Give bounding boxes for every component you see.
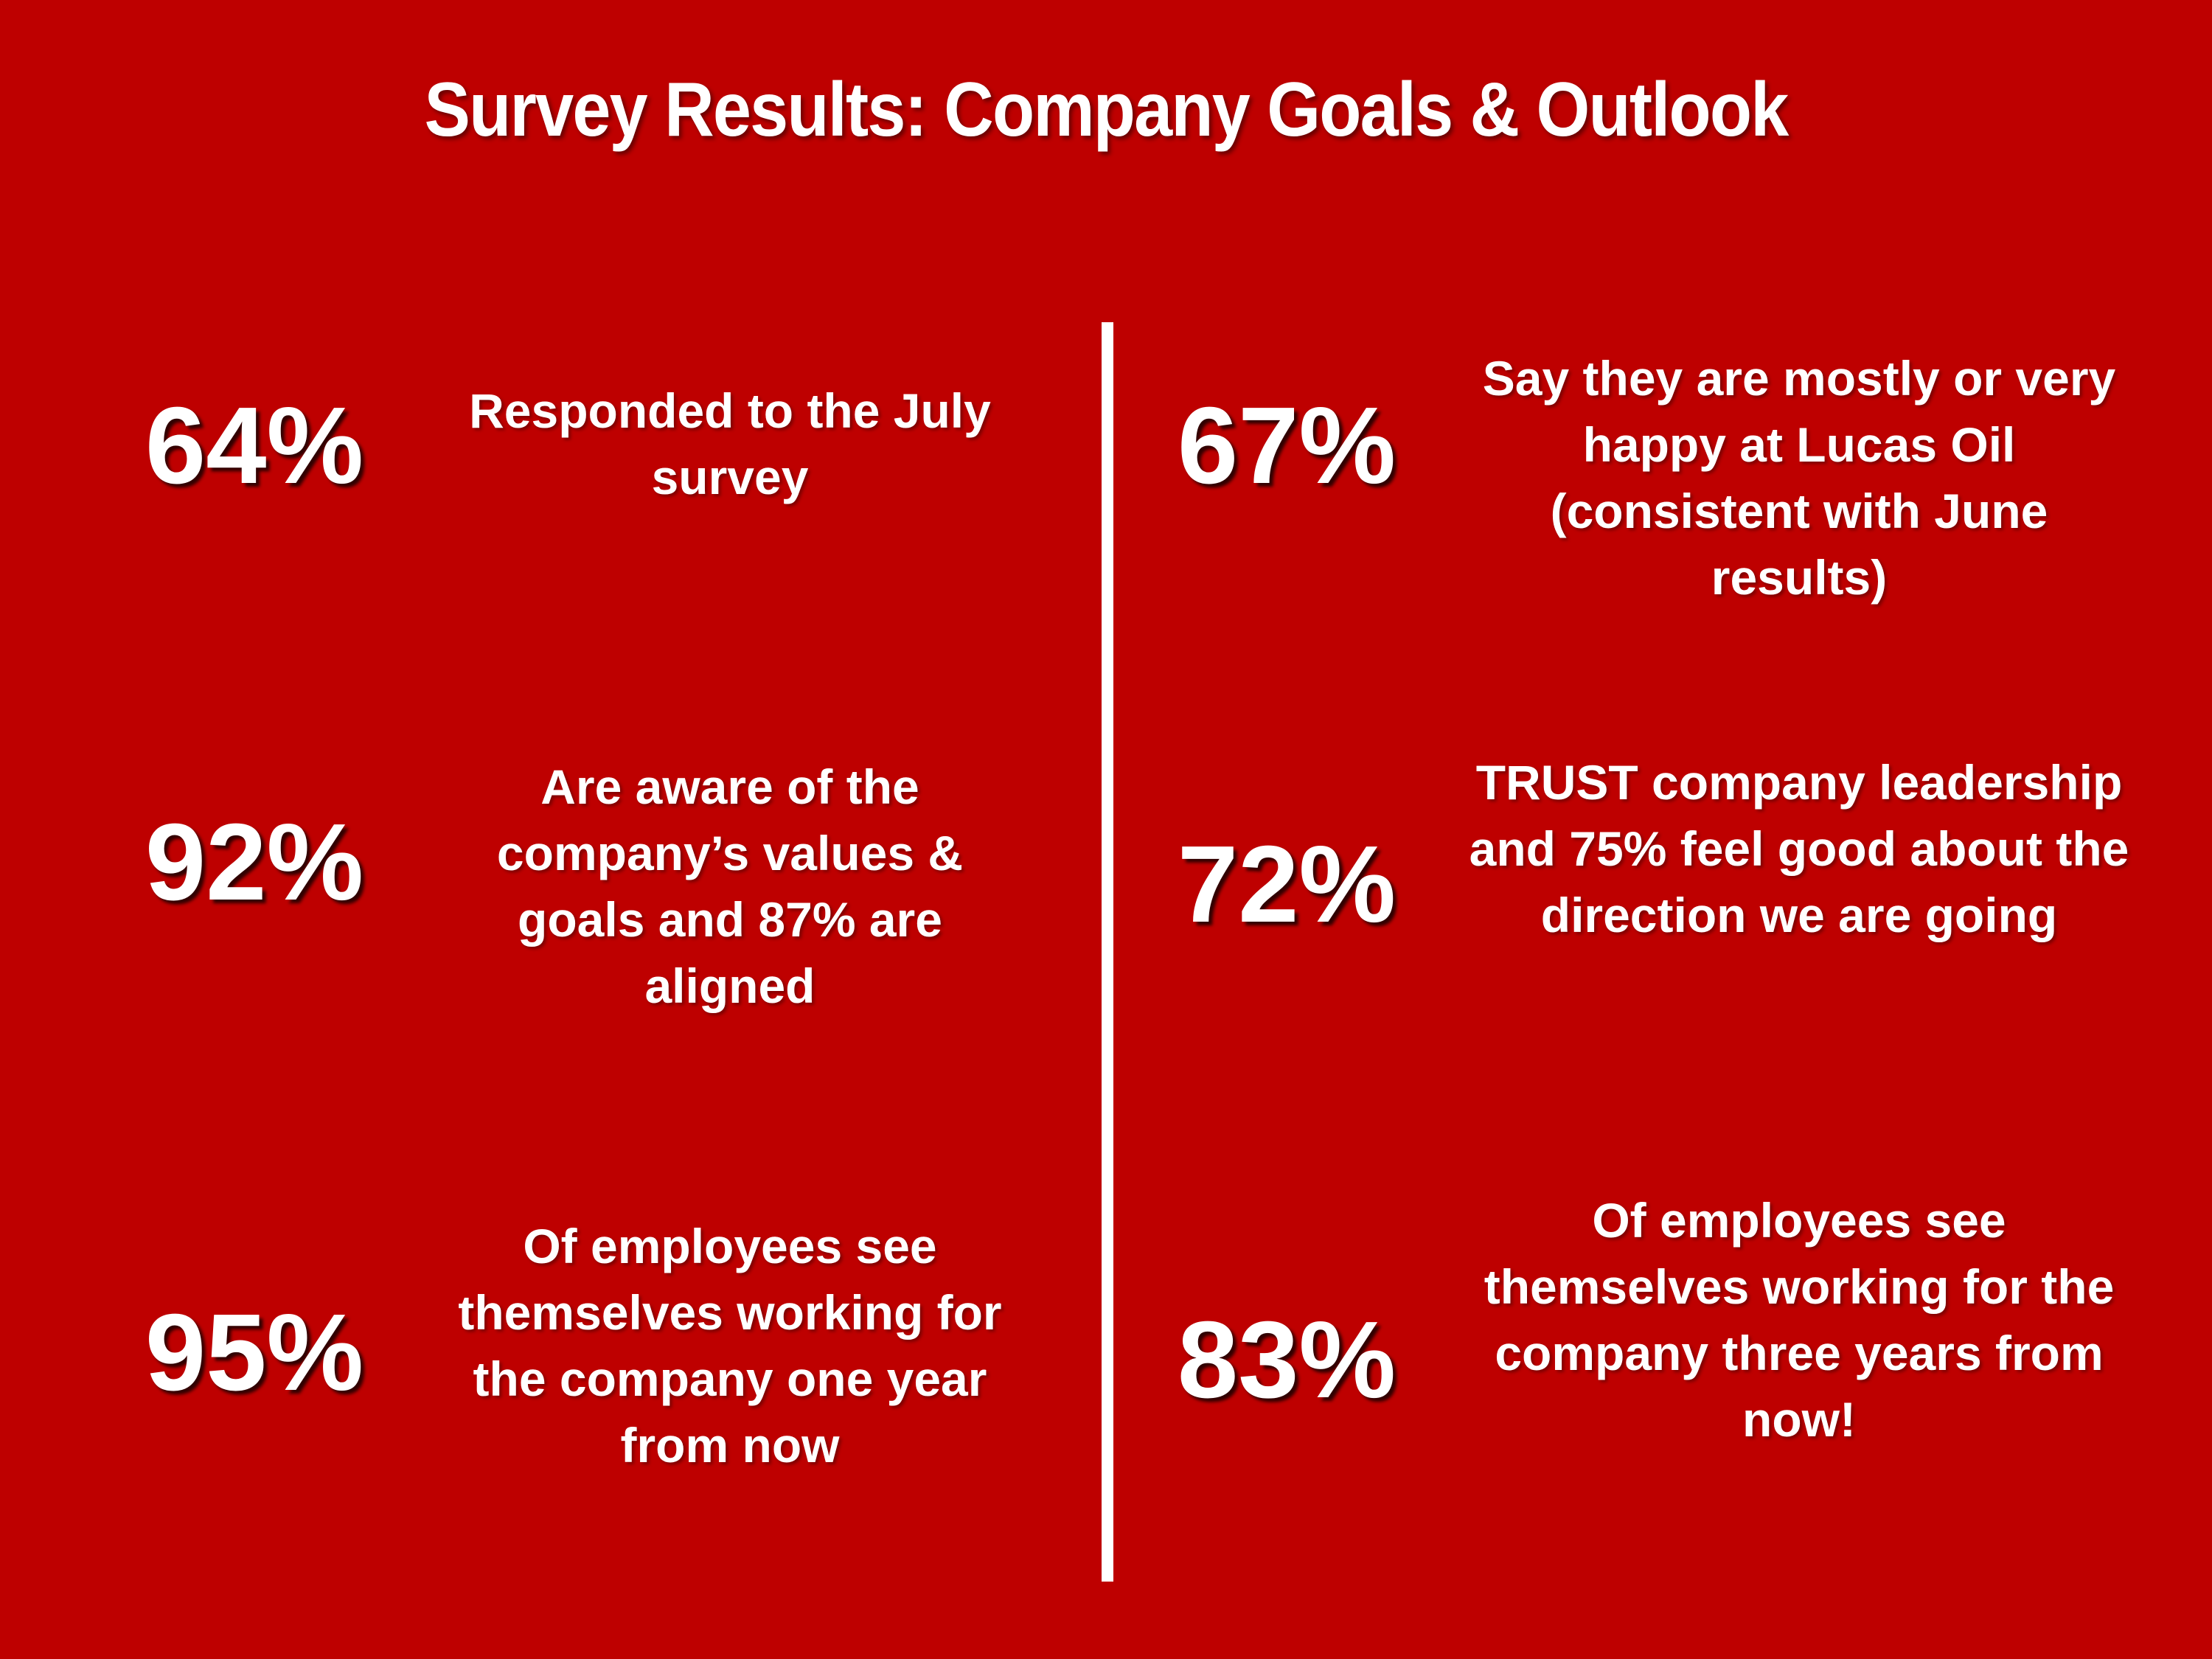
stat-description: Responded to the July survey	[469, 383, 991, 504]
stat-percent: 64%	[145, 385, 364, 507]
stat-description: Are aware of the company’s values & goal…	[496, 759, 964, 1013]
stat-description: TRUST company leadership and 75% feel go…	[1469, 755, 2129, 942]
stat-percent: 67%	[1177, 385, 1397, 507]
stat-description: Say they are mostly or very happy at Luc…	[1482, 351, 2116, 605]
column-divider	[1102, 322, 1113, 1582]
stat-percent: 92%	[145, 801, 364, 923]
stat-description: Of employees see themselves working for …	[1484, 1193, 2115, 1447]
stat-percent: 83%	[1177, 1299, 1397, 1421]
stat-percent: 72%	[1177, 824, 1397, 945]
stat-percent: 95%	[145, 1292, 364, 1413]
stat-description: Of employees see themselves working for …	[458, 1219, 1002, 1472]
slide-title: Survey Results: Company Goals & Outlook	[424, 67, 1789, 153]
